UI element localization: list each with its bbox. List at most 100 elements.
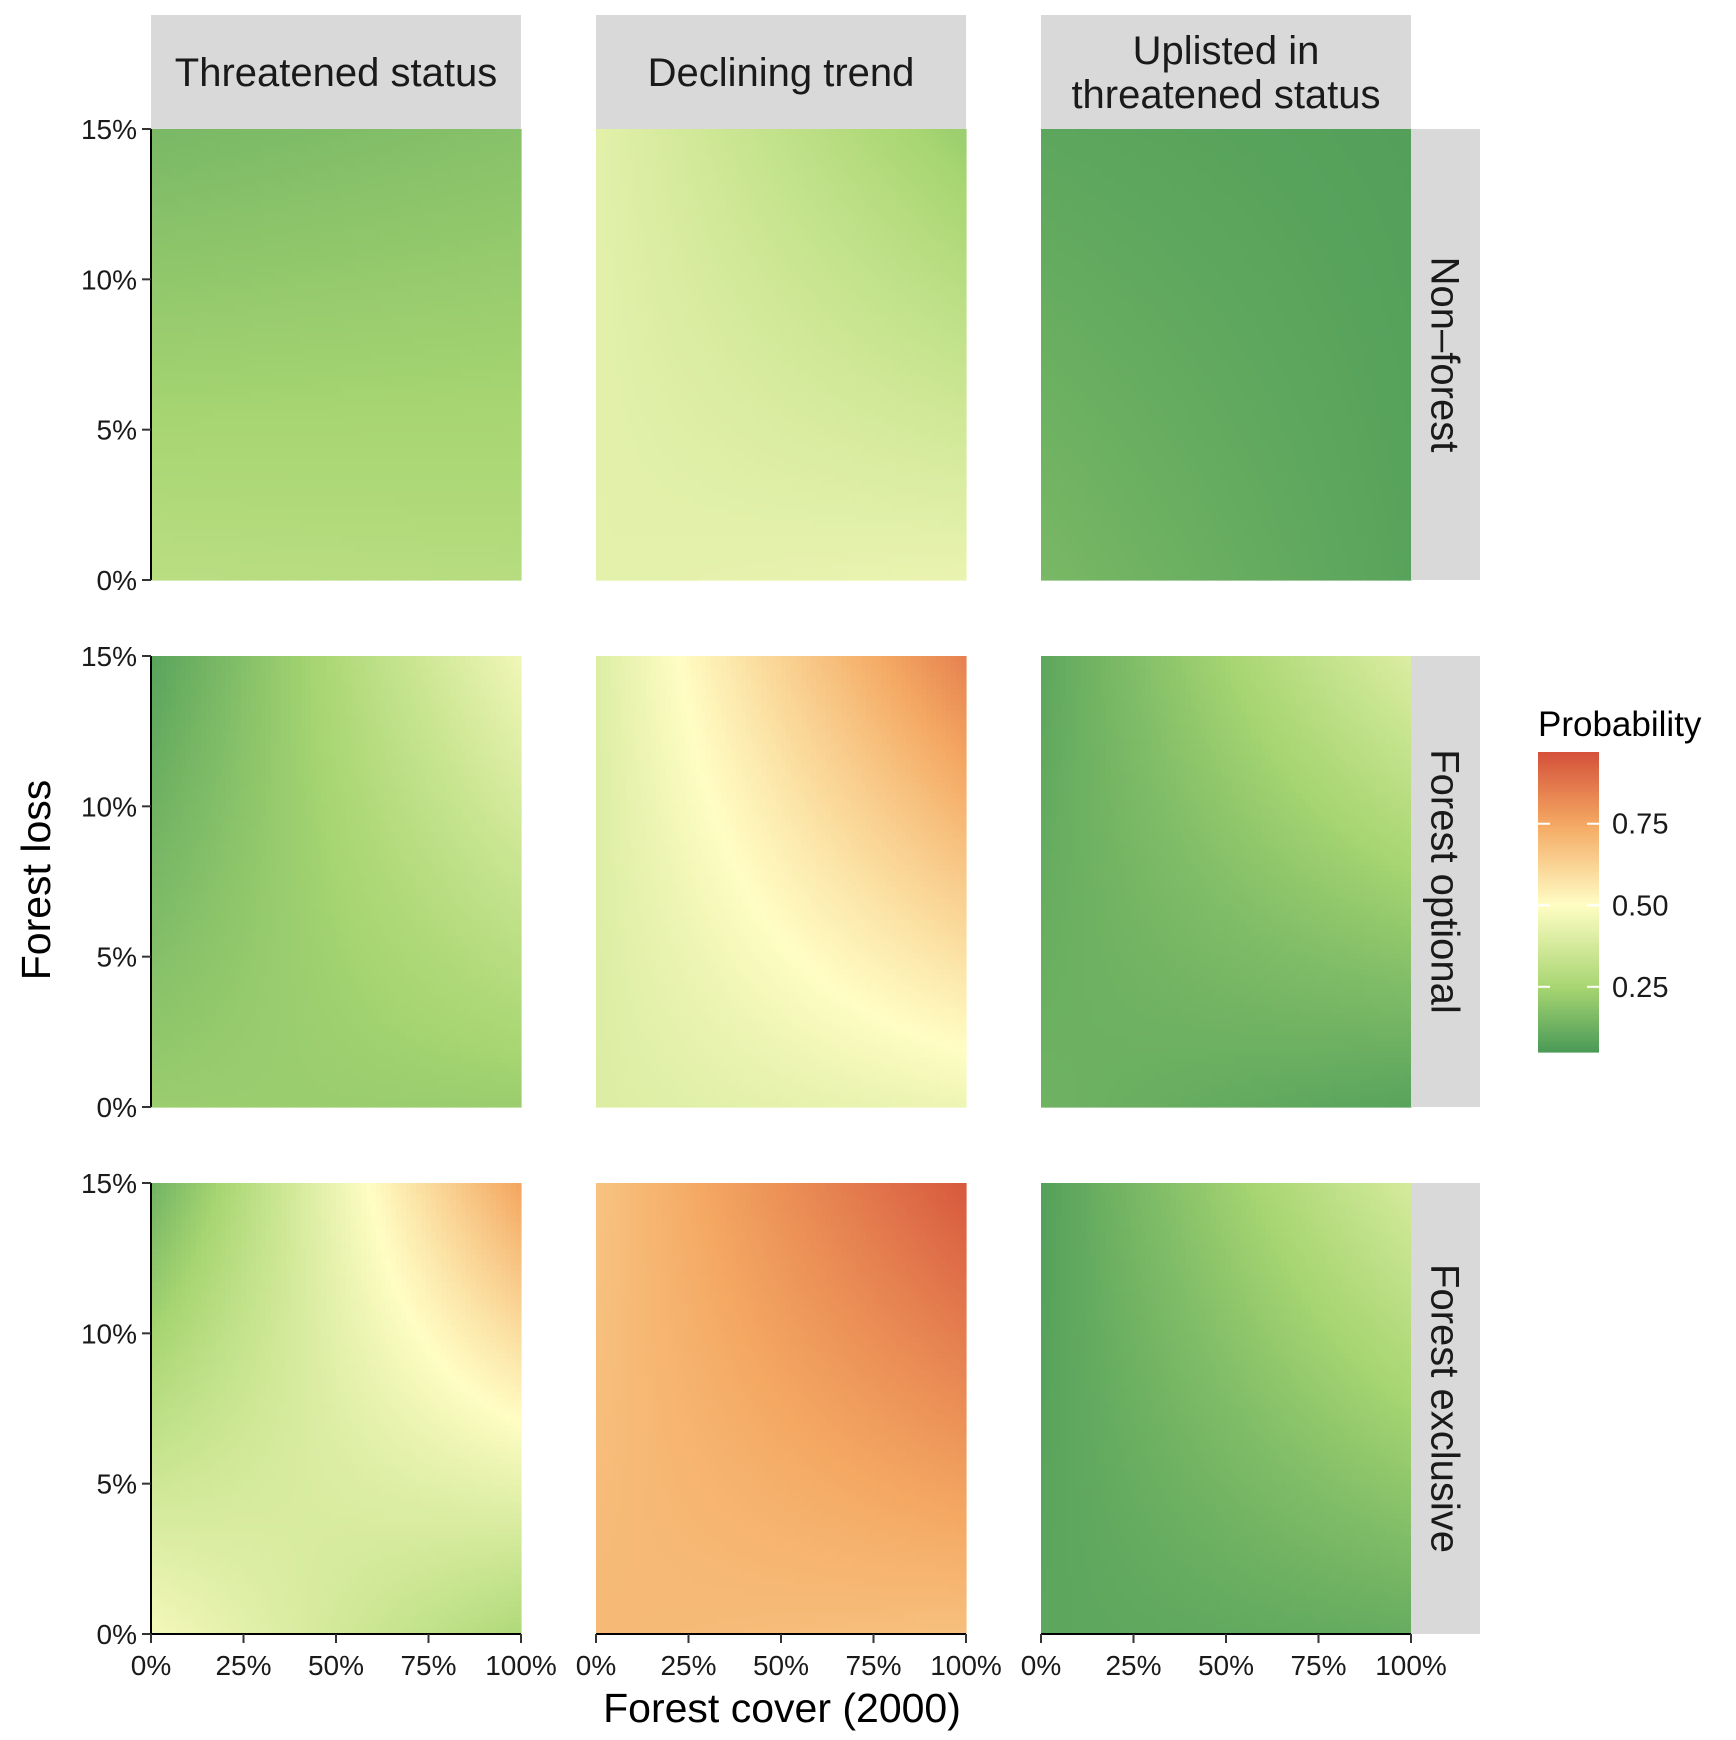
heatmap-cell bbox=[501, 173, 507, 179]
heatmap-cell bbox=[401, 157, 407, 163]
heatmap-cell bbox=[416, 157, 422, 163]
heatmap-cell bbox=[381, 190, 387, 196]
heatmap-cell bbox=[506, 201, 512, 207]
heatmap-cell bbox=[191, 201, 197, 207]
heatmap-cell bbox=[361, 272, 367, 278]
heatmap-cell bbox=[166, 327, 172, 333]
heatmap-cell bbox=[261, 179, 267, 185]
heatmap-cell bbox=[241, 278, 247, 284]
heatmap-cell bbox=[246, 129, 252, 135]
heatmap-cell bbox=[156, 168, 162, 174]
heatmap-cell bbox=[506, 261, 512, 267]
heatmap-cell bbox=[356, 311, 362, 317]
heatmap-cell bbox=[451, 305, 457, 311]
heatmap-cell bbox=[231, 217, 237, 223]
heatmap-cell bbox=[196, 129, 202, 135]
heatmap-cell bbox=[371, 239, 377, 245]
heatmap-cell bbox=[261, 184, 267, 190]
heatmap-cell bbox=[421, 327, 427, 333]
heatmap-cell bbox=[451, 201, 457, 207]
heatmap-cell bbox=[476, 195, 482, 201]
heatmap-cell bbox=[476, 201, 482, 207]
heatmap-cell bbox=[456, 140, 462, 146]
heatmap-cell bbox=[281, 190, 287, 196]
heatmap-cell bbox=[386, 140, 392, 146]
heatmap-cell bbox=[491, 217, 497, 223]
heatmap-cell bbox=[306, 151, 312, 157]
heatmap-cell bbox=[321, 135, 327, 141]
heatmap-cell bbox=[161, 206, 167, 212]
heatmap-cell bbox=[351, 278, 357, 284]
heatmap-cell bbox=[386, 234, 392, 240]
heatmap-cell bbox=[476, 146, 482, 152]
heatmap-cell bbox=[336, 157, 342, 163]
heatmap-cell bbox=[341, 333, 347, 339]
heatmap-cell bbox=[251, 195, 257, 201]
heatmap-cell bbox=[266, 338, 272, 344]
heatmap-cell bbox=[481, 289, 487, 295]
heatmap-cell bbox=[156, 129, 162, 135]
heatmap-cell bbox=[341, 344, 347, 350]
heatmap-cell bbox=[481, 316, 487, 322]
heatmap-cell bbox=[271, 206, 277, 212]
heatmap-cell bbox=[276, 157, 282, 163]
heatmap-cell bbox=[486, 283, 492, 289]
heatmap-cell bbox=[481, 217, 487, 223]
heatmap-cell bbox=[381, 261, 387, 267]
heatmap-cell bbox=[231, 305, 237, 311]
heatmap-cell bbox=[416, 239, 422, 245]
heatmap-cell bbox=[226, 333, 232, 339]
heatmap-cell bbox=[321, 179, 327, 185]
heatmap-cell bbox=[366, 184, 372, 190]
heatmap-cell bbox=[176, 261, 182, 267]
heatmap-cell bbox=[311, 283, 317, 289]
heatmap-cell bbox=[266, 322, 272, 328]
heatmap-cell bbox=[196, 195, 202, 201]
heatmap-cell bbox=[406, 333, 412, 339]
heatmap-cell bbox=[211, 322, 217, 328]
heatmap-cell bbox=[341, 316, 347, 322]
heatmap-cell bbox=[341, 311, 347, 317]
heatmap-cell bbox=[431, 184, 437, 190]
heatmap-cell bbox=[296, 256, 302, 262]
heatmap-cell bbox=[201, 217, 207, 223]
heatmap-cell bbox=[476, 157, 482, 163]
heatmap-cell bbox=[376, 212, 382, 218]
heatmap-cell bbox=[296, 338, 302, 344]
heatmap-cell bbox=[236, 223, 242, 229]
heatmap-cell bbox=[496, 278, 502, 284]
heatmap-cell bbox=[451, 212, 457, 218]
heatmap-cell bbox=[176, 195, 182, 201]
heatmap-cell bbox=[486, 278, 492, 284]
heatmap-cell bbox=[386, 261, 392, 267]
heatmap-cell bbox=[296, 272, 302, 278]
heatmap-cell bbox=[201, 146, 207, 152]
heatmap-cell bbox=[461, 333, 467, 339]
heatmap-cell bbox=[426, 135, 432, 141]
heatmap-cell bbox=[396, 157, 402, 163]
heatmap-cell bbox=[416, 140, 422, 146]
heatmap-cell bbox=[296, 129, 302, 135]
heatmap-cell bbox=[451, 151, 457, 157]
heatmap-cell bbox=[486, 289, 492, 295]
heatmap-cell bbox=[251, 140, 257, 146]
heatmap-cell bbox=[341, 283, 347, 289]
heatmap-cell bbox=[381, 322, 387, 328]
heatmap-cell bbox=[386, 201, 392, 207]
heatmap-cell bbox=[226, 217, 232, 223]
heatmap-cell bbox=[421, 289, 427, 295]
heatmap-cell bbox=[191, 267, 197, 273]
heatmap-cell bbox=[271, 217, 277, 223]
heatmap-cell bbox=[421, 278, 427, 284]
heatmap-cell bbox=[401, 327, 407, 333]
heatmap-cell bbox=[481, 212, 487, 218]
heatmap-cell bbox=[176, 322, 182, 328]
heatmap-cell bbox=[256, 300, 262, 306]
heatmap-cell bbox=[401, 322, 407, 328]
heatmap-cell bbox=[301, 217, 307, 223]
heatmap-cell bbox=[171, 344, 177, 350]
heatmap-cell bbox=[416, 300, 422, 306]
heatmap-cell bbox=[181, 278, 187, 284]
heatmap-cell bbox=[186, 349, 192, 355]
heatmap-cell bbox=[181, 195, 187, 201]
